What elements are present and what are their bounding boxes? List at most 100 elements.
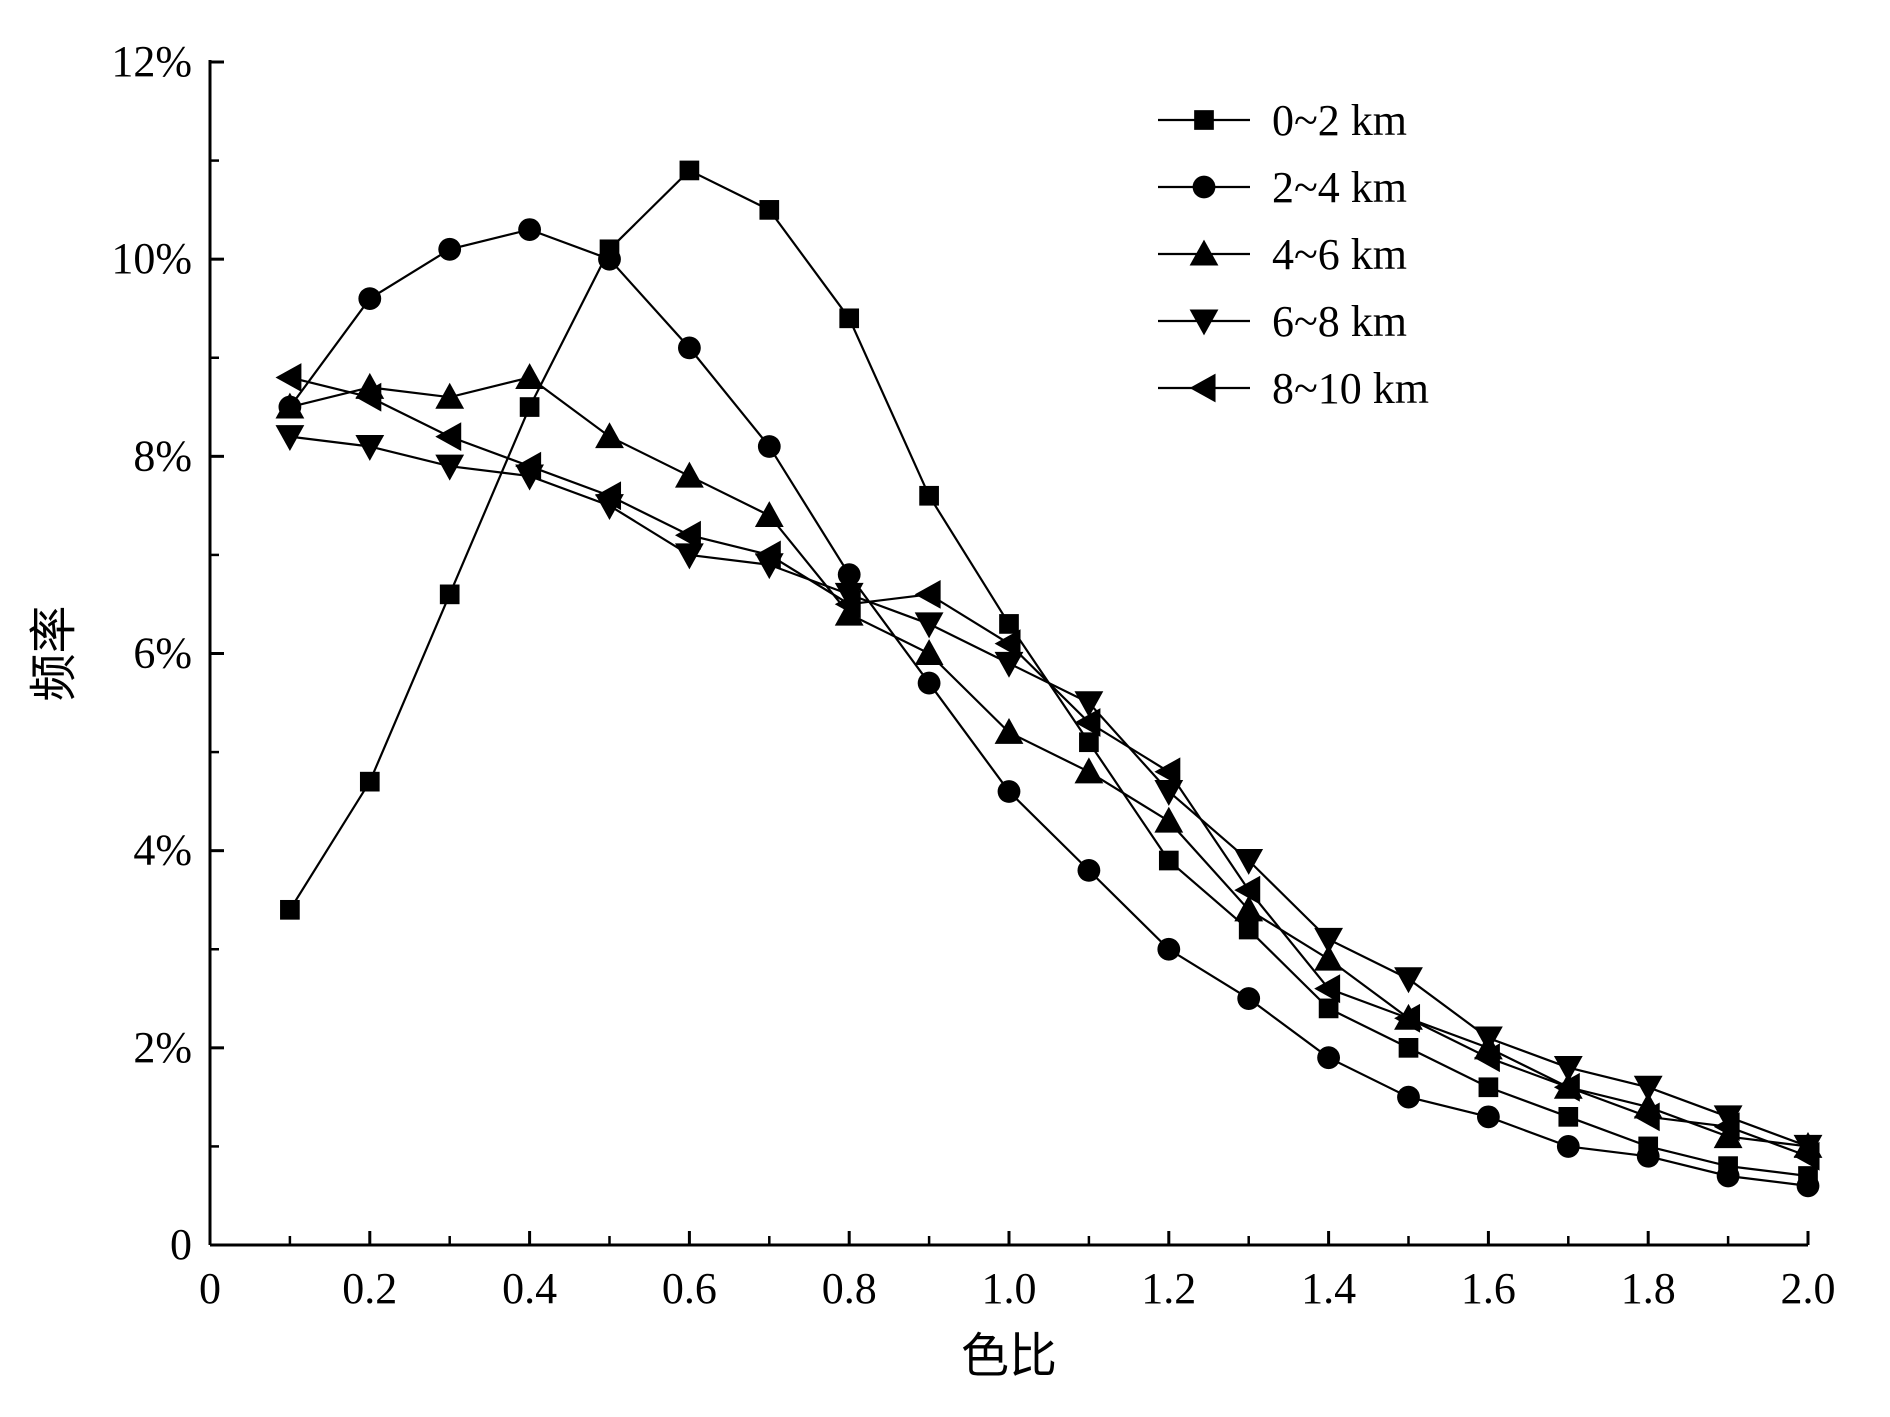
data-point [1633,1102,1660,1132]
legend-item: 2~4 km [1158,163,1407,212]
data-point [595,422,624,449]
data-point [1713,1122,1743,1149]
y-tick-label: 6% [133,629,192,678]
data-point [1077,858,1101,882]
data-point [1074,691,1104,718]
x-tick-label: 1.6 [1461,1264,1516,1313]
data-point [1074,757,1104,784]
data-point [1793,1141,1820,1171]
legend-item: 4~6 km [1158,230,1407,279]
data-point [994,651,1024,678]
data-point [595,481,622,511]
data-point [834,589,861,619]
y-tick-label: 10% [111,234,192,283]
data-point [1474,1043,1500,1073]
data-point [519,397,540,417]
data-point [759,200,780,220]
data-point [1314,927,1343,954]
data-point [518,218,541,241]
legend-label: 2~4 km [1272,163,1407,212]
data-point [1556,1135,1580,1158]
legend-label: 6~8 km [1272,297,1407,346]
data-point [917,671,941,695]
legend-marker [1194,110,1214,130]
data-point [435,422,462,452]
data-point [1716,1164,1740,1188]
data-point [1158,850,1179,871]
x-tick-label: 1.4 [1301,1264,1356,1313]
legend-label: 8~10 km [1272,364,1429,413]
series-1 [280,160,1818,1186]
data-point [275,392,305,419]
y-tick-label: 12% [111,37,192,86]
series-line [289,435,1809,1148]
x-tick-label: 1.2 [1141,1264,1196,1313]
data-point [1154,757,1181,787]
data-point [358,287,382,310]
data-point [678,336,701,360]
data-point [275,425,305,452]
data-point [1474,1026,1503,1053]
x-tick-label: 1.0 [982,1264,1037,1313]
data-point [994,717,1024,744]
series-3 [275,363,1823,1158]
data-point [1397,1085,1420,1109]
data-point [914,612,944,639]
x-tick-label: 0.6 [662,1264,717,1313]
x-tick-label: 0.4 [502,1264,557,1313]
data-point [839,308,860,329]
data-point [754,501,784,528]
data-point [1079,732,1099,753]
x-tick-label: 2.0 [1781,1264,1836,1313]
legend-marker [1189,239,1219,266]
x-tick-label: 0 [199,1264,221,1313]
data-point [675,543,704,570]
data-point [999,614,1019,634]
data-point [439,584,460,605]
data-point [1314,974,1341,1004]
data-point [1553,1056,1583,1082]
data-point [919,485,939,506]
data-point [834,582,864,609]
y-tick-label: 2% [133,1023,192,1072]
series-line [289,376,1809,1158]
axes: 0 2% 4% 6% 8% 10% 12% 0 0.2 0.4 0.6 0.8 1.0 1.2 1.4 1.6… [111,37,1835,1313]
legend-marker [1192,175,1216,199]
x-axis-title: 色比 [961,1330,1057,1383]
data-point [1317,1046,1340,1070]
legend-marker [1189,309,1219,336]
data-point [1394,1003,1421,1033]
data-point [1478,1077,1499,1098]
data-point [1314,944,1343,971]
series-line [289,228,1809,1187]
data-point [1796,1174,1820,1198]
legend-marker [1189,373,1216,403]
data-point [914,579,941,609]
data-point [355,434,385,461]
data-point [1394,967,1423,994]
legend-item: 0~2 km [1158,96,1407,145]
legend-item: 8~10 km [1158,364,1429,413]
data-point [1074,708,1101,737]
data-point [675,461,704,488]
data-point [515,451,542,481]
data-point [280,899,300,920]
data-point [1234,895,1264,922]
data-point [994,629,1021,659]
x-tick-label: 1.8 [1621,1264,1676,1313]
x-tick-label: 0.2 [342,1264,397,1313]
legend-label: 0~2 km [1272,96,1407,145]
data-point [675,520,701,550]
data-point [1793,1134,1823,1161]
data-point [1398,1037,1419,1058]
x-tick-label: 0.8 [822,1264,877,1313]
data-point [355,382,382,412]
data-point [1636,1144,1660,1168]
data-point [1553,1072,1580,1102]
data-point [757,435,781,458]
y-tick-label: 4% [133,826,192,875]
series-layer [275,160,1823,1198]
data-point [679,160,700,181]
series-line [289,376,1809,1148]
